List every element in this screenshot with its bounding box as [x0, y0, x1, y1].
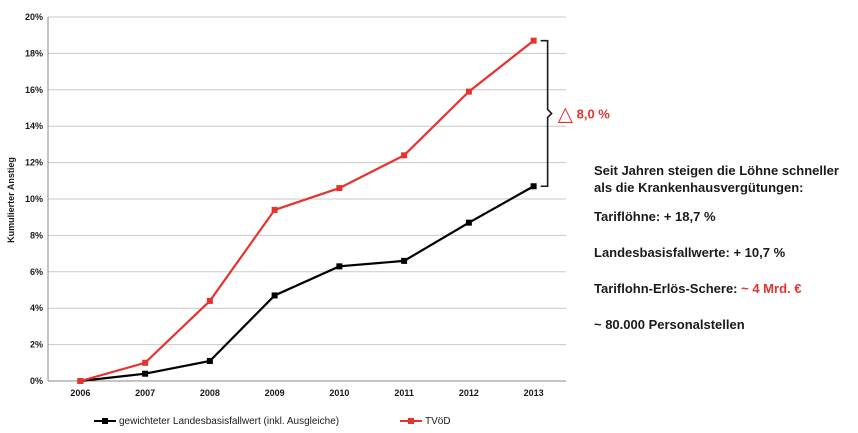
landes-value: + 10,7 %	[733, 245, 786, 260]
series-2-marker	[465, 88, 472, 95]
series-1-marker	[465, 219, 472, 226]
summary-landes: Landesbasisfallwerte: + 10,7 %	[594, 244, 858, 261]
series-2-marker	[530, 37, 537, 44]
series-2-marker	[77, 378, 84, 384]
summary-personal: ~ 80.000 Personalstellen	[594, 317, 745, 332]
tarif-value: + 18,7 %	[663, 209, 716, 224]
legend-label-1: gewichteter Landesbasisfallwert (inkl. A…	[119, 416, 339, 427]
y-tick-label: 20%	[25, 12, 43, 22]
summary-schere: Tariflohn-Erlös-Schere: ~ 4 Mrd. €	[594, 280, 858, 297]
schere-label: Tariflohn-Erlös-Schere:	[594, 281, 738, 296]
y-tick-label: 2%	[30, 340, 43, 350]
y-tick-label: 0%	[30, 376, 43, 386]
y-tick-label: 6%	[30, 267, 43, 277]
delta-brace	[540, 39, 553, 188]
y-tick-label: 8%	[30, 230, 43, 240]
summary-panel: Seit Jahren steigen die Löhne schneller …	[594, 162, 858, 352]
x-tick-label: 2012	[459, 388, 479, 398]
series-2-marker	[401, 152, 408, 159]
y-tick-label: 18%	[25, 48, 43, 58]
delta-value: 8,0 %	[577, 106, 611, 121]
y-tick-label: 16%	[25, 85, 43, 95]
y-tick-label: 4%	[30, 303, 43, 313]
series-2-marker	[271, 206, 278, 213]
delta-annotation: △ 8,0 %	[540, 39, 611, 188]
series-1-marker	[401, 257, 408, 264]
legend-marker-2	[408, 418, 414, 424]
x-tick-labels: 2006 2007 2008 2009 2010 2011 2012 2013	[70, 388, 543, 398]
x-tick-label: 2011	[394, 388, 414, 398]
series-line-1	[80, 185, 535, 383]
legend-marker-1	[102, 418, 108, 424]
delta-symbol: △	[558, 103, 574, 125]
series-line-2	[80, 39, 535, 383]
y-tick-labels: 0% 2% 4% 6% 8% 10% 12% 14% 16% 18% 20%	[25, 12, 43, 386]
series-1-marker	[206, 357, 213, 364]
series-2-marker	[142, 359, 149, 366]
y-axis-label: Kumulierter Anstieg	[6, 157, 16, 243]
tarif-label: Tariflöhne:	[594, 209, 661, 224]
series-2-marker	[336, 185, 343, 192]
x-tick-label: 2008	[200, 388, 220, 398]
x-tick-label: 2013	[524, 388, 544, 398]
schere-value: ~ 4 Mrd. €	[741, 281, 802, 296]
summary-intro: Seit Jahren steigen die Löhne schneller …	[594, 163, 839, 195]
series-1-marker	[336, 263, 343, 270]
x-tick-label: 2010	[329, 388, 349, 398]
chart-legend: gewichteter Landesbasisfallwert (inkl. A…	[94, 416, 451, 427]
series-1-marker	[271, 292, 278, 299]
series-1-marker	[142, 370, 149, 377]
y-tick-label: 10%	[25, 194, 43, 204]
y-tick-label: 12%	[25, 158, 43, 168]
legend-label-2: TVöD	[425, 416, 451, 427]
y-tick-label: 14%	[25, 121, 43, 131]
x-tick-label: 2006	[70, 388, 90, 398]
series-1-marker	[530, 183, 537, 190]
chart-series	[77, 37, 537, 384]
summary-tarif: Tariflöhne: + 18,7 %	[594, 208, 858, 225]
x-tick-label: 2007	[135, 388, 155, 398]
landes-label: Landesbasisfallwerte:	[594, 245, 730, 260]
series-2-marker	[206, 297, 213, 304]
x-tick-label: 2009	[265, 388, 285, 398]
